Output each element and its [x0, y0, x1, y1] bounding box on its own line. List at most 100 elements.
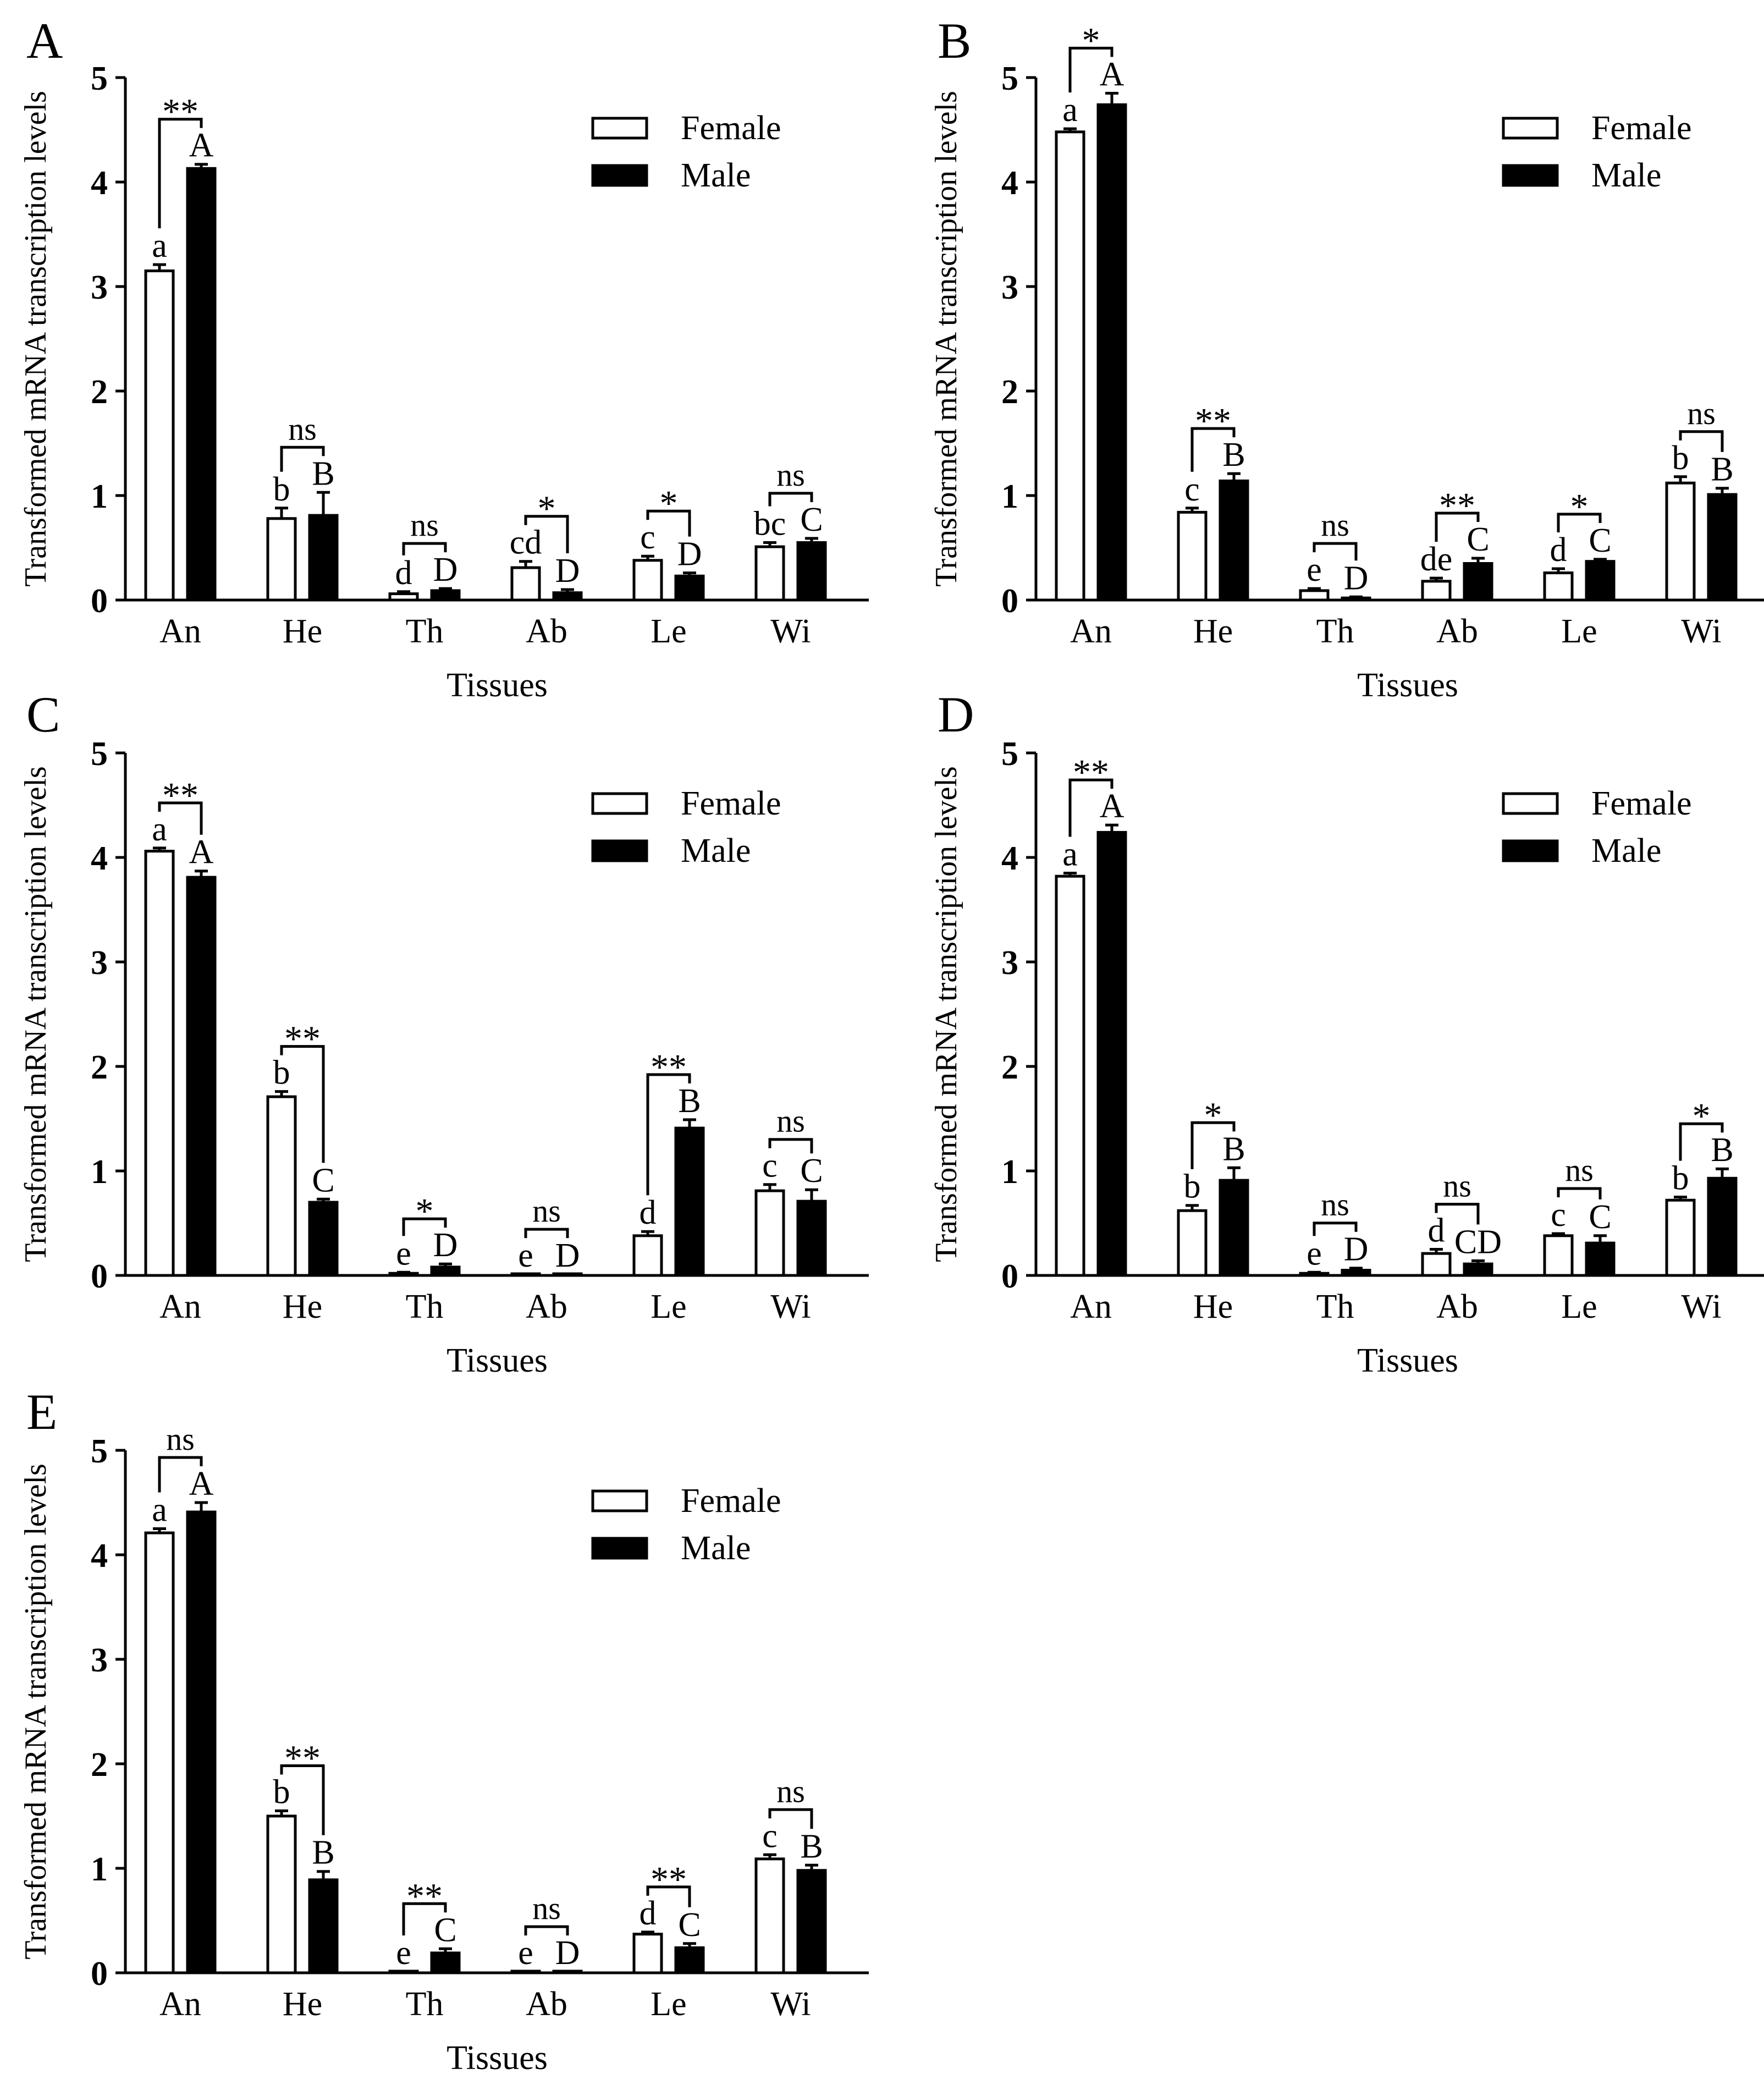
panel-letter: C [26, 686, 60, 742]
legend-label-female: Female [681, 1482, 781, 1520]
significance-bracket [1679, 1122, 1724, 1161]
significance-letter: D [555, 552, 580, 590]
legend-swatch-male [591, 1537, 648, 1560]
y-axis-title: Transformed mRNA transcription levels [19, 1464, 53, 1960]
significance-letter: d [1550, 531, 1567, 569]
significance-bracket [1435, 1203, 1480, 1225]
significance-bracket [280, 445, 325, 472]
significance-letter: e [396, 1235, 411, 1272]
y-tick-label: 0 [91, 1955, 108, 1993]
x-tick-label: Ab [526, 1985, 567, 2023]
significance-letter: B [312, 455, 334, 492]
legend-label-male: Male [1591, 832, 1661, 870]
chart-panel-d: D 0 1 2 3 4 5 Transformed mRNA transcription le… [929, 686, 1764, 1379]
y-tick-label: 5 [1001, 60, 1018, 97]
significance-letter: B [1711, 451, 1733, 488]
bar-male-wi [796, 541, 827, 602]
significance-letter: B [800, 1828, 823, 1865]
y-tick-label: 2 [91, 373, 108, 411]
significance-letter: A [189, 834, 214, 871]
significance-letter: a [152, 1492, 167, 1529]
bar-male-he [1219, 1179, 1249, 1277]
significance-bracket [524, 1228, 569, 1239]
x-tick-label: Le [1561, 1288, 1597, 1325]
significance-letter: CD [1454, 1223, 1502, 1261]
bar-male-an [1096, 830, 1127, 1277]
x-tick-label: Wi [1681, 1288, 1721, 1325]
significance-bracket [1557, 1187, 1602, 1200]
legend-label-female: Female [1591, 785, 1692, 822]
significance-bracket [402, 1902, 447, 1936]
legend-swatch-female [1502, 117, 1559, 140]
legend-swatch-female [591, 792, 648, 815]
bar-female-he [266, 517, 297, 602]
panel-letter: D [938, 686, 974, 742]
significance-letter: a [1062, 91, 1078, 129]
significance-mark: ** [1073, 752, 1109, 793]
bar-female-ab [510, 1970, 541, 1974]
bar-male-he [308, 1201, 339, 1277]
significance-letter: C [434, 1911, 456, 1949]
significance-mark: ns [776, 457, 805, 493]
x-tick-label: Ab [1436, 613, 1478, 650]
legend-swatch-female [1502, 792, 1559, 815]
significance-mark: ns [532, 1890, 561, 1926]
y-tick-label: 4 [1001, 840, 1018, 877]
y-tick-label: 5 [91, 60, 108, 97]
bar-female-he [1177, 1209, 1208, 1277]
significance-letter: c [1184, 471, 1200, 508]
significance-mark: ** [162, 92, 199, 132]
bar-male-ab [1463, 562, 1493, 602]
significance-bracket [1679, 430, 1724, 452]
significance-letter: A [189, 127, 214, 164]
x-axis-title: Tissues [1357, 667, 1458, 704]
significance-bracket [158, 118, 203, 229]
significance-bracket [524, 1925, 569, 1936]
x-tick-label: Th [406, 1288, 444, 1325]
significance-letter: A [1100, 788, 1124, 825]
x-tick-label: He [1193, 1288, 1233, 1325]
y-tick-label: 0 [1001, 582, 1018, 620]
x-tick-label: Ab [526, 1288, 567, 1325]
legend-label-female: Female [1591, 109, 1692, 147]
significance-mark: ** [162, 775, 199, 816]
significance-bracket [280, 1764, 325, 1835]
significance-letter: C [800, 501, 823, 538]
bar-female-th [388, 592, 419, 602]
y-tick-label: 4 [91, 1537, 108, 1575]
significance-mark: ** [284, 1019, 321, 1059]
bar-female-le [1543, 1234, 1574, 1277]
significance-bracket [768, 1138, 813, 1154]
legend-label-female: Female [681, 109, 781, 147]
x-tick-label: Th [1316, 1288, 1354, 1325]
y-tick-label: 3 [91, 1642, 108, 1679]
bar-female-he [1177, 510, 1208, 602]
significance-mark: * [1204, 1095, 1222, 1135]
significance-letter: C [1589, 522, 1611, 559]
x-tick-label: Wi [770, 1985, 811, 2023]
y-tick-label: 1 [91, 1153, 108, 1191]
significance-bracket [1190, 427, 1236, 472]
x-axis-title: Tissues [1357, 1342, 1458, 1379]
significance-letter: d [1428, 1212, 1445, 1250]
bar-male-le [1585, 560, 1616, 602]
significance-mark: * [416, 1191, 434, 1231]
panel-letter: E [26, 1384, 57, 1440]
significance-letter: e [1307, 551, 1322, 588]
significance-bracket [646, 1885, 691, 1907]
significance-bracket [524, 515, 569, 553]
x-tick-label: Wi [770, 613, 811, 650]
significance-mark: ns [1321, 1187, 1349, 1223]
significance-mark: ** [406, 1876, 443, 1916]
y-tick-label: 0 [91, 1258, 108, 1295]
bar-female-he [266, 1814, 297, 1974]
significance-letter: D [555, 1934, 580, 1972]
bar-female-le [632, 1234, 663, 1277]
bar-male-th [1341, 1269, 1371, 1277]
significance-mark: ** [1195, 401, 1231, 441]
significance-letter: A [1100, 56, 1124, 93]
significance-letter: d [640, 1895, 657, 1932]
x-axis-title: Tissues [446, 667, 548, 704]
y-tick-label: 1 [91, 1851, 108, 1888]
x-tick-label: He [1193, 613, 1233, 650]
